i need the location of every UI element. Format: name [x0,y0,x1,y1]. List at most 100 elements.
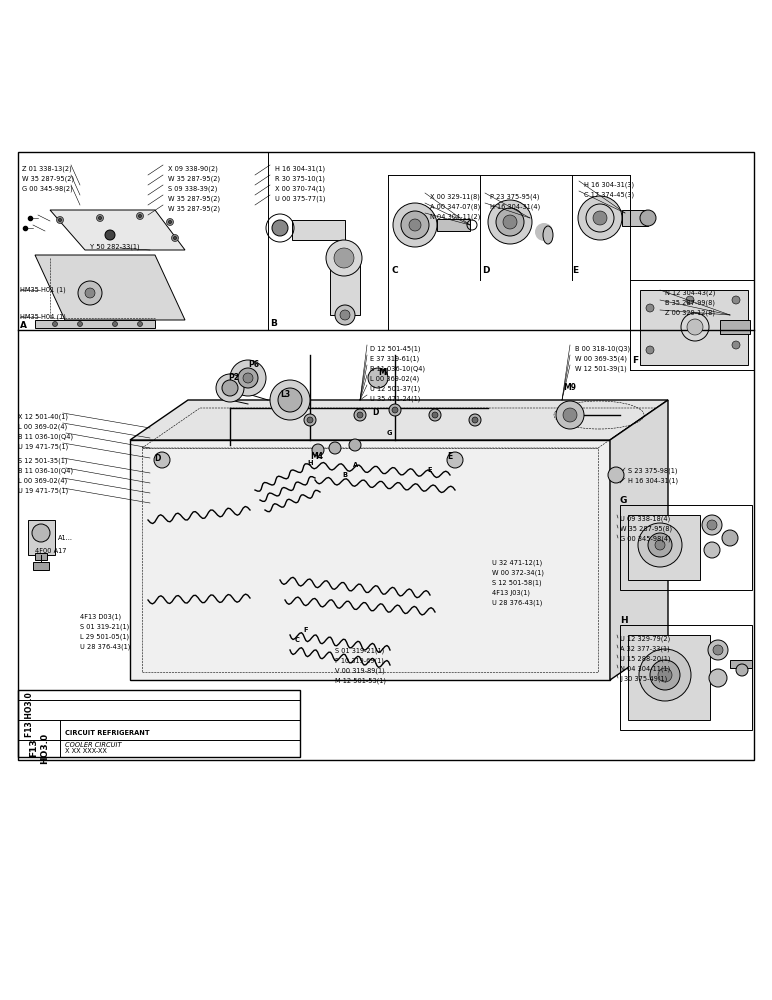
Circle shape [556,401,584,429]
Circle shape [304,414,316,426]
Text: U 19 471-75(1): U 19 471-75(1) [18,488,68,494]
Circle shape [326,240,362,276]
Circle shape [99,217,101,220]
Text: S 01 319-21(1): S 01 319-21(1) [80,624,129,631]
Text: S 12 501-58(1): S 12 501-58(1) [492,580,542,586]
Circle shape [608,467,624,483]
Text: W 35 287-95(2): W 35 287-95(2) [22,175,74,182]
Circle shape [393,203,437,247]
Circle shape [401,211,429,239]
Text: S 09 338-39(2): S 09 338-39(2) [168,185,218,192]
Text: HM35 H04 (1): HM35 H04 (1) [20,314,66,320]
Text: U 12 329-79(2): U 12 329-79(2) [620,635,670,642]
Circle shape [469,414,481,426]
Text: S 12 501-35(1): S 12 501-35(1) [18,458,67,464]
Text: S 01 319-21(1): S 01 319-21(1) [335,648,384,654]
Text: B 11 036-10(Q4): B 11 036-10(Q4) [370,365,425,371]
Text: H 16 304-31(1): H 16 304-31(1) [275,165,325,172]
Text: G 00 345-98(2): G 00 345-98(2) [22,185,73,192]
Circle shape [638,523,682,567]
Text: L 00 369-02(4): L 00 369-02(4) [370,375,419,381]
Text: L 29 501-05(1): L 29 501-05(1) [80,634,129,641]
Text: M 12 501-53(1): M 12 501-53(1) [335,678,386,684]
Text: W 12 501-39(1): W 12 501-39(1) [575,365,627,371]
Circle shape [312,444,324,456]
Text: X 09 338-90(2): X 09 338-90(2) [168,165,218,172]
Text: 4F13 D03(1): 4F13 D03(1) [80,614,121,620]
Circle shape [137,322,143,326]
Circle shape [593,211,607,225]
Text: Ml: Ml [378,368,388,377]
Bar [130,440,610,680]
Circle shape [216,374,244,402]
Text: D 12 501-45(1): D 12 501-45(1) [370,345,421,352]
Text: U 35 471-24(1): U 35 471-24(1) [370,395,421,401]
Circle shape [722,530,738,546]
Text: X XX XXX-XX: X XX XXX-XX [65,748,107,754]
Text: E: E [447,452,452,461]
Text: X 12 501-40(1): X 12 501-40(1) [18,413,68,420]
Circle shape [704,542,720,558]
Circle shape [658,668,672,682]
Text: N 12 304-43(2): N 12 304-43(2) [665,290,716,296]
Bar [142,448,598,672]
Circle shape [222,380,238,396]
Circle shape [105,230,115,240]
Text: B: B [342,472,347,478]
Text: R 30 375-10(1): R 30 375-10(1) [275,175,325,182]
Circle shape [340,310,350,320]
Text: C 17 374-45(3): C 17 374-45(3) [584,191,634,198]
Circle shape [563,408,577,422]
Circle shape [640,210,656,226]
Circle shape [113,322,117,326]
Text: B 00 318-10(Q3): B 00 318-10(Q3) [575,345,630,352]
Text: U 28 376-43(1): U 28 376-43(1) [80,644,130,650]
Circle shape [578,196,622,240]
Bar [18,152,754,760]
Text: F: F [632,356,638,365]
Circle shape [238,368,258,388]
Circle shape [732,296,740,304]
Circle shape [650,660,680,690]
Circle shape [354,409,366,421]
Text: H 16 304-31(1): H 16 304-31(1) [628,478,678,485]
Text: A: A [20,321,27,330]
Text: F13
HO3.0: F13 HO3.0 [29,732,49,764]
Text: C: C [295,637,300,643]
Circle shape [137,213,144,220]
Text: G: G [620,496,628,505]
Circle shape [52,322,57,326]
Circle shape [732,341,740,349]
Text: D: D [372,408,378,417]
Circle shape [329,442,341,454]
Text: B 11 036-10(Q4): B 11 036-10(Q4) [18,433,73,440]
Circle shape [32,524,50,542]
Bar [28,520,55,555]
Text: L3: L3 [280,390,290,399]
Text: B 35 287-99(8): B 35 287-99(8) [665,300,715,306]
Ellipse shape [543,226,553,244]
Circle shape [686,296,694,304]
Bar [437,219,470,231]
Circle shape [334,248,354,268]
Text: P 23 375-95(4): P 23 375-95(4) [490,193,540,200]
Text: X 00 329-11(8): X 00 329-11(8) [430,193,480,200]
Circle shape [535,223,553,241]
Bar [35,320,155,328]
Circle shape [736,664,748,676]
Circle shape [168,221,171,224]
Text: CIRCUIT REFRIGERANT: CIRCUIT REFRIGERANT [65,730,150,736]
Text: X 00 370-74(1): X 00 370-74(1) [275,185,325,192]
Circle shape [646,346,654,354]
Circle shape [713,645,723,655]
Text: P2: P2 [228,373,239,382]
Text: P6: P6 [248,360,259,369]
Text: L 00 369-02(4): L 00 369-02(4) [18,423,67,430]
Text: A 32 377-33(1): A 32 377-33(1) [620,645,670,652]
Circle shape [59,219,62,222]
Text: C: C [392,266,398,275]
Text: H: H [307,460,313,466]
Text: Y 50 282-33(1): Y 50 282-33(1) [90,244,140,250]
Circle shape [335,305,355,325]
Circle shape [56,217,63,224]
